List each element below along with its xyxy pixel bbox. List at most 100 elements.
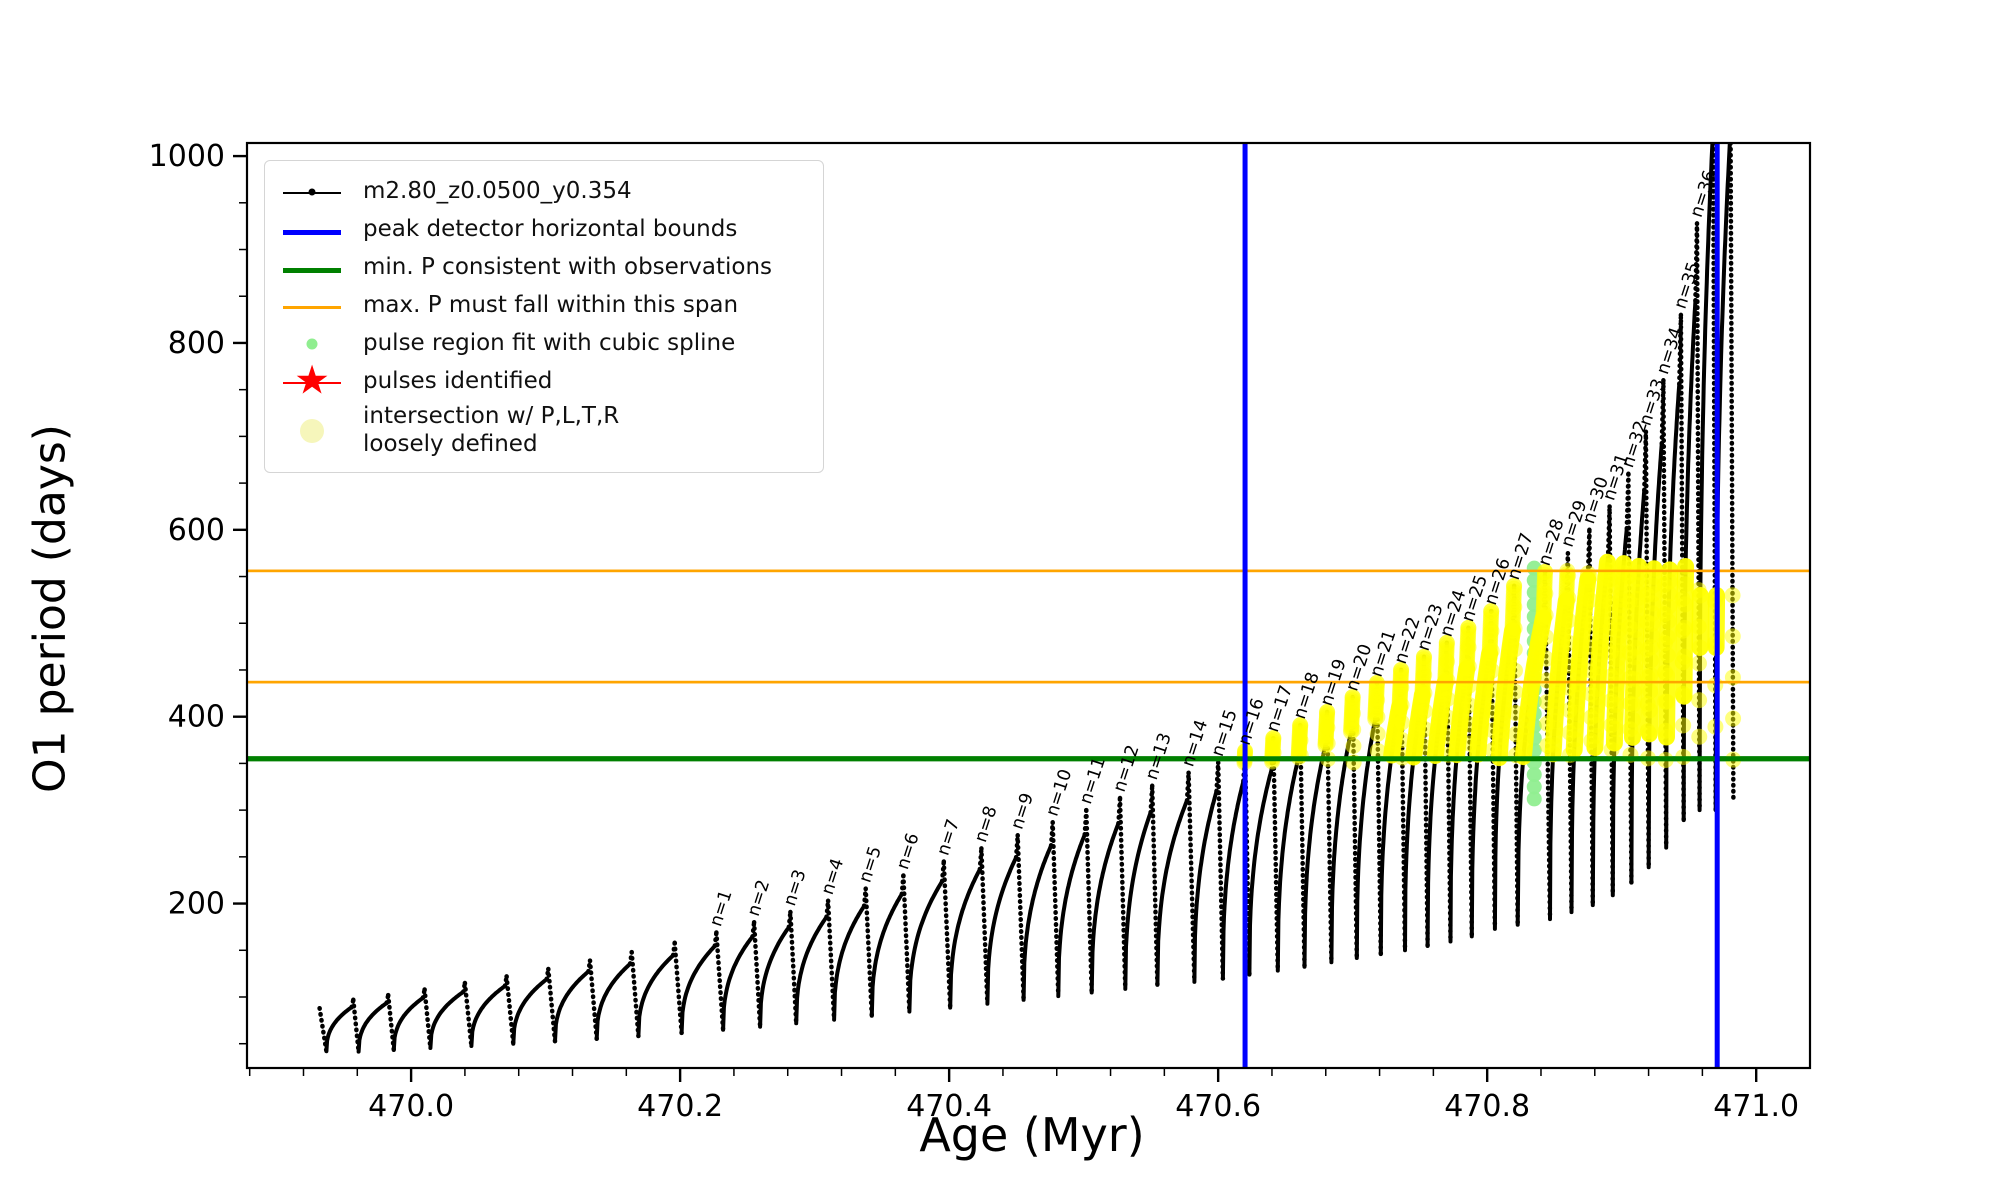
x-tick-label: 471.0 [1713,1089,1799,1124]
x-tick-label: 470.2 [637,1089,723,1124]
series-spike-segment [1215,760,1226,981]
x-tick-label: 470.0 [368,1089,454,1124]
legend-item: max. P must fall within this span [275,289,809,323]
series-spike-segment [863,886,875,1019]
series-rise-segment [1275,755,1301,973]
intersection-scatter [1236,553,1742,771]
series-rise-segment [356,1001,389,1054]
line-marker-icon [275,213,349,247]
series-rise-segment [594,961,633,1041]
series-rise-segment [869,892,904,1018]
series-spike-segment [1117,795,1128,992]
line-marker-icon [275,289,349,323]
line-dot-marker-icon [275,175,349,209]
legend-item-label: min. P consistent with observations [363,254,773,281]
series-spike-segment [751,919,763,1029]
series-rise-segment [1155,798,1189,987]
series-rise-segment [1089,821,1121,995]
series-spike-segment [587,958,599,1042]
series-rise-segment [469,984,507,1048]
series-rise-segment [324,1005,354,1054]
series-rise-segment [1021,843,1054,1002]
legend-item-label: peak detector horizontal bounds [363,216,738,243]
legend-item: peak detector horizontal bounds [275,213,809,247]
series-spike-segment [1050,820,1061,999]
series-spike-segment [941,859,953,1010]
series-spike-segment [1728,143,1736,804]
series-rise-segment [1247,767,1274,977]
series-rise-segment [907,879,945,1014]
series-rise-segment [679,944,717,1035]
series-rise-segment [511,977,549,1046]
star-marker-icon: ★ [275,360,349,400]
series-spike-segment [317,1005,329,1054]
series-spike-segment [1297,722,1307,969]
series-spike-segment [1271,735,1281,973]
legend-item-label: m2.80_z0.0500_y0.354 [363,178,632,205]
y-tick-label: 600 [168,513,225,548]
series-rise-segment [1192,789,1219,984]
series-rise-segment [1220,779,1246,981]
x-tick-label: 470.6 [1175,1089,1261,1124]
series-spike-segment [1374,680,1384,957]
series-spike-segment [1015,833,1026,1003]
y-tick-label: 400 [168,700,225,735]
series-spike-segment [385,992,397,1053]
series-spike-segment [1186,770,1197,985]
line-marker-icon [275,251,349,285]
x-tick-label: 470.4 [906,1089,992,1124]
legend-item-label: intersection w/ P,L,T,R loosely defined [363,403,620,457]
series-rise-segment [721,934,755,1032]
x-axis-label: Age (Myr) [919,1108,1145,1162]
series-spike-segment [788,909,799,1026]
legend-item: min. P consistent with observations [275,251,809,285]
legend-item-label: pulse region fit with cubic spline [363,330,736,357]
series-spike-segment [422,987,433,1051]
series-rise-segment [948,867,982,1010]
legend-item: intersection w/ P,L,T,R loosely defined [275,403,809,458]
series-spike-segment [504,974,516,1047]
series-spike-segment [901,873,912,1014]
series-rise-segment [832,904,867,1022]
series-rise-segment [1123,810,1153,991]
series-spike-segment [1466,625,1475,939]
dot-marker-icon [275,327,349,361]
series-spike-segment [351,997,361,1054]
series-rise-segment [428,990,466,1050]
series-rise-segment [636,953,676,1038]
series-spike-segment [939,859,947,884]
series-spike-segment [546,966,558,1044]
series-spike-segment [1694,221,1702,813]
series-rise-segment [1056,832,1087,999]
series-rise-segment [1697,143,1715,813]
axes-frame: 470.0 470.2 470.4 470.6 470.8 471.0 200 400 600 8… [149,139,1812,1124]
series-rise-segment [985,855,1019,1006]
dot-marker-icon [275,414,349,448]
series-spike-segment [861,886,868,909]
series-spike-segment [1149,783,1160,988]
legend-item: pulse region fit with cubic spline [275,327,809,361]
y-axis-label: O1 period (days) [24,424,76,793]
legend-item-label: max. P must fall within this span [363,292,739,319]
series-spike-segment [629,949,641,1039]
x-tick-label: 470.8 [1444,1089,1530,1124]
series-rise-segment [391,995,425,1052]
series-spike-segment [714,930,726,1033]
plot-area [247,143,1810,1068]
legend-item-label: pulses identified [363,368,553,395]
series-spike-segment [825,898,837,1022]
series-rise-segment [758,925,791,1029]
series-rise-segment [794,915,829,1026]
y-tick-label: 200 [168,887,225,922]
y-tick-label: 800 [168,326,225,361]
legend-item: ★ pulses identified [275,360,809,400]
series-spike-segment [462,980,474,1049]
series-spike-segment [979,846,990,1006]
series-spike-segment [1084,807,1094,995]
series-rise-segment [553,969,591,1044]
legend-item: m2.80_z0.0500_y0.354 [275,175,809,209]
y-tick-label: 1000 [149,139,225,174]
